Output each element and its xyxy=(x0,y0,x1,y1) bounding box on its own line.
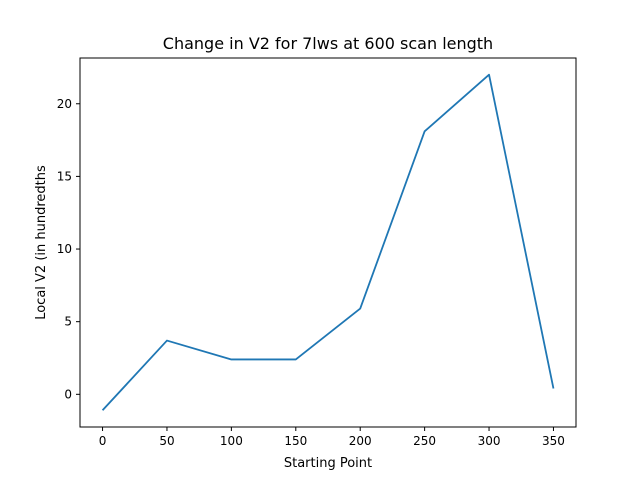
y-axis-label: Local V2 (in hundredths xyxy=(34,165,49,320)
ticks-layer: 0 50 100 150 200 250 300 350 0 5 10 15 20 xyxy=(57,97,565,448)
series-layer xyxy=(101,73,555,411)
x-tick-label: 150 xyxy=(284,434,307,448)
y-tick-label: 5 xyxy=(64,315,72,329)
y-tick-label: 20 xyxy=(57,97,72,111)
x-tick-label: 300 xyxy=(478,434,501,448)
x-tick-label: 350 xyxy=(542,434,565,448)
y-tick-label: 10 xyxy=(57,242,72,256)
y-tick-label: 0 xyxy=(64,387,72,401)
series-line xyxy=(101,73,555,411)
x-axis-label: Starting Point xyxy=(284,456,372,471)
x-tick-label: 100 xyxy=(220,434,243,448)
x-tick-label: 250 xyxy=(413,434,436,448)
y-tick-label: 15 xyxy=(57,169,72,183)
chart-title: Change in V2 for 7lws at 600 scan length xyxy=(163,34,493,53)
x-tick-label: 0 xyxy=(99,434,107,448)
plot-frame xyxy=(79,57,577,428)
x-tick-label: 200 xyxy=(349,434,372,448)
x-tick-label: 50 xyxy=(159,434,174,448)
